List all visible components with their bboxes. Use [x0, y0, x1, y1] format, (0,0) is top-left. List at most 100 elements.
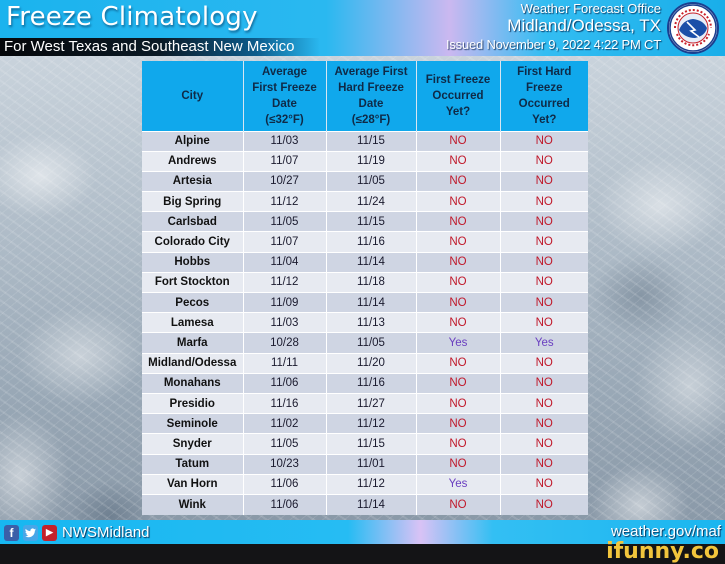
first-freeze-date-cell: 11/03 — [243, 130, 327, 152]
page-title: Freeze Climatology — [6, 2, 258, 32]
website-link[interactable]: weather.gov/maf — [610, 523, 721, 540]
first-freeze-date-cell: 11/06 — [243, 372, 327, 394]
table-row: Colorado City 11/07 11/16 NO NO — [142, 231, 588, 253]
hard-freeze-date-cell: 11/14 — [326, 291, 417, 313]
table-row: Presidio 11/16 11/27 NO NO — [142, 392, 588, 414]
issued-timestamp: Issued November 9, 2022 4:22 PM CT — [445, 37, 661, 52]
table-row: Pecos 11/09 11/14 NO NO — [142, 291, 588, 313]
freeze-occurred-cell: NO — [416, 372, 501, 394]
table-row: Big Spring 11/12 11/24 NO NO — [142, 191, 588, 212]
column-header-city: City — [142, 61, 244, 131]
table-row: Andrews 11/07 11/19 NO NO — [142, 150, 588, 172]
column-header-freeze-occurred: First Freeze Occurred Yet? — [416, 61, 501, 131]
freeze-occurred-cell: NO — [416, 150, 501, 172]
city-cell: Presidio — [142, 392, 244, 414]
subtitle-bar — [0, 38, 320, 56]
table-row: Marfa 10/28 11/05 Yes Yes — [142, 332, 588, 354]
youtube-icon[interactable]: ▶ — [42, 524, 57, 541]
table-row: Wink 11/06 11/14 NO NO — [142, 493, 588, 515]
hard-freeze-date-cell: 11/12 — [326, 473, 417, 495]
hard-freeze-occurred-cell: NO — [500, 372, 588, 394]
hard-freeze-occurred-cell: NO — [500, 130, 588, 152]
freeze-occurred-cell: NO — [416, 433, 501, 454]
first-freeze-date-cell: 11/12 — [243, 191, 327, 212]
hard-freeze-occurred-cell: NO — [500, 150, 588, 172]
city-cell: Alpine — [142, 130, 244, 152]
freeze-occurred-cell: Yes — [416, 332, 501, 354]
hard-freeze-date-cell: 11/14 — [326, 251, 417, 273]
first-freeze-date-cell: 11/02 — [243, 413, 327, 434]
nws-logo-icon — [667, 2, 719, 54]
office-info: Weather Forecast Office Midland/Odessa, … — [446, 1, 661, 54]
first-freeze-date-cell: 11/03 — [243, 312, 327, 333]
city-cell: Lamesa — [142, 312, 244, 333]
hard-freeze-date-cell: 11/16 — [326, 372, 417, 394]
freeze-occurred-cell: NO — [416, 271, 501, 293]
city-cell: Snyder — [142, 433, 244, 454]
first-freeze-date-cell: 11/06 — [243, 473, 327, 495]
first-freeze-date-cell: 11/09 — [243, 291, 327, 313]
city-cell: Artesia — [142, 170, 244, 192]
hard-freeze-occurred-cell: NO — [500, 473, 588, 495]
hard-freeze-date-cell: 11/05 — [326, 170, 417, 192]
table-row: Hobbs 11/04 11/14 NO NO — [142, 251, 588, 273]
freeze-occurred-cell: NO — [416, 453, 501, 475]
table-row: Van Horn 11/06 11/12 Yes NO — [142, 473, 588, 495]
hard-freeze-date-cell: 11/27 — [326, 392, 417, 414]
city-cell: Andrews — [142, 150, 244, 172]
table-header-row: City Average First Freeze Date (≤32°F) Aver… — [142, 61, 588, 131]
column-header-hard-freeze-occurred: First Hard Freeze Occurred Yet? — [500, 61, 588, 131]
hard-freeze-occurred-cell: NO — [500, 433, 588, 454]
social-handle[interactable]: NWSMidland — [62, 524, 150, 541]
first-freeze-date-cell: 11/11 — [243, 352, 327, 374]
freeze-occurred-cell: NO — [416, 413, 501, 434]
table-row: Snyder 11/05 11/15 NO NO — [142, 433, 588, 454]
office-label: Weather Forecast Office — [520, 1, 661, 16]
hard-freeze-date-cell: 11/20 — [326, 352, 417, 374]
hard-freeze-date-cell: 11/01 — [326, 453, 417, 475]
city-cell: Big Spring — [142, 191, 244, 212]
first-freeze-date-cell: 10/28 — [243, 332, 327, 354]
hard-freeze-occurred-cell: Yes — [500, 332, 588, 354]
city-cell: Pecos — [142, 291, 244, 313]
hard-freeze-occurred-cell: NO — [500, 251, 588, 273]
hard-freeze-occurred-cell: NO — [500, 312, 588, 333]
table-row: Tatum 10/23 11/01 NO NO — [142, 453, 588, 475]
first-freeze-date-cell: 11/12 — [243, 271, 327, 293]
city-cell: Fort Stockton — [142, 271, 244, 293]
hard-freeze-date-cell: 11/15 — [326, 211, 417, 232]
office-location: Midland/Odessa, TX — [507, 16, 661, 35]
freeze-occurred-cell: Yes — [416, 473, 501, 495]
city-cell: Carlsbad — [142, 211, 244, 232]
first-freeze-date-cell: 11/16 — [243, 392, 327, 414]
freeze-occurred-cell: NO — [416, 291, 501, 313]
hard-freeze-occurred-cell: NO — [500, 211, 588, 232]
table-row: Artesia 10/27 11/05 NO NO — [142, 170, 588, 192]
twitter-icon[interactable] — [23, 524, 38, 541]
hard-freeze-date-cell: 11/05 — [326, 332, 417, 354]
freeze-occurred-cell: NO — [416, 231, 501, 253]
freeze-occurred-cell: NO — [416, 493, 501, 515]
first-freeze-date-cell: 11/05 — [243, 433, 327, 454]
table-row: Monahans 11/06 11/16 NO NO — [142, 372, 588, 394]
city-cell: Hobbs — [142, 251, 244, 273]
city-cell: Colorado City — [142, 231, 244, 253]
social-links: f ▶ NWSMidland — [4, 524, 150, 541]
ifunny-watermark: ifunny.co — [606, 539, 719, 564]
freeze-occurred-cell: NO — [416, 392, 501, 414]
freeze-occurred-cell: NO — [416, 170, 501, 192]
city-cell: Marfa — [142, 332, 244, 354]
hard-freeze-date-cell: 11/24 — [326, 191, 417, 212]
nws-emblem-icon — [669, 4, 717, 52]
first-freeze-date-cell: 11/04 — [243, 251, 327, 273]
freeze-table: City Average First Freeze Date (≤32°F) Aver… — [142, 61, 588, 515]
city-cell: Wink — [142, 493, 244, 515]
freeze-occurred-cell: NO — [416, 130, 501, 152]
facebook-icon[interactable]: f — [4, 524, 19, 541]
first-freeze-date-cell: 10/23 — [243, 453, 327, 475]
hard-freeze-date-cell: 11/19 — [326, 150, 417, 172]
freeze-occurred-cell: NO — [416, 211, 501, 232]
table-row: Lamesa 11/03 11/13 NO NO — [142, 312, 588, 333]
hard-freeze-occurred-cell: NO — [500, 352, 588, 374]
